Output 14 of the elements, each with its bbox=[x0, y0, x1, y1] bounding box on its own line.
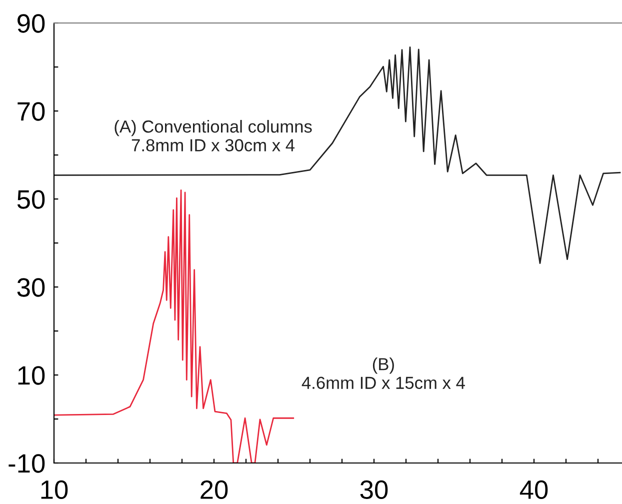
y-tick-label: 70 bbox=[18, 102, 45, 121]
x-tick-label: 10 bbox=[41, 480, 68, 500]
y-tick-label: 30 bbox=[17, 278, 45, 297]
y-tick-label: 90 bbox=[18, 14, 45, 33]
y-tick-label: 50 bbox=[17, 190, 45, 209]
x-tick-label: 30 bbox=[360, 480, 388, 500]
y-tick-label: 10 bbox=[18, 366, 45, 385]
annotation: (A) Conventional columns 7.8mm ID x 30cm x 4 bbox=[114, 120, 312, 152]
y-tick-label: -10 bbox=[8, 454, 45, 473]
x-tick-label: 40 bbox=[520, 480, 548, 500]
line-series bbox=[54, 46, 621, 264]
line-series bbox=[54, 190, 294, 463]
x-tick-label: 20 bbox=[200, 480, 228, 500]
annotation: (B) 4.6mm ID x 15cm x 4 bbox=[302, 358, 465, 390]
